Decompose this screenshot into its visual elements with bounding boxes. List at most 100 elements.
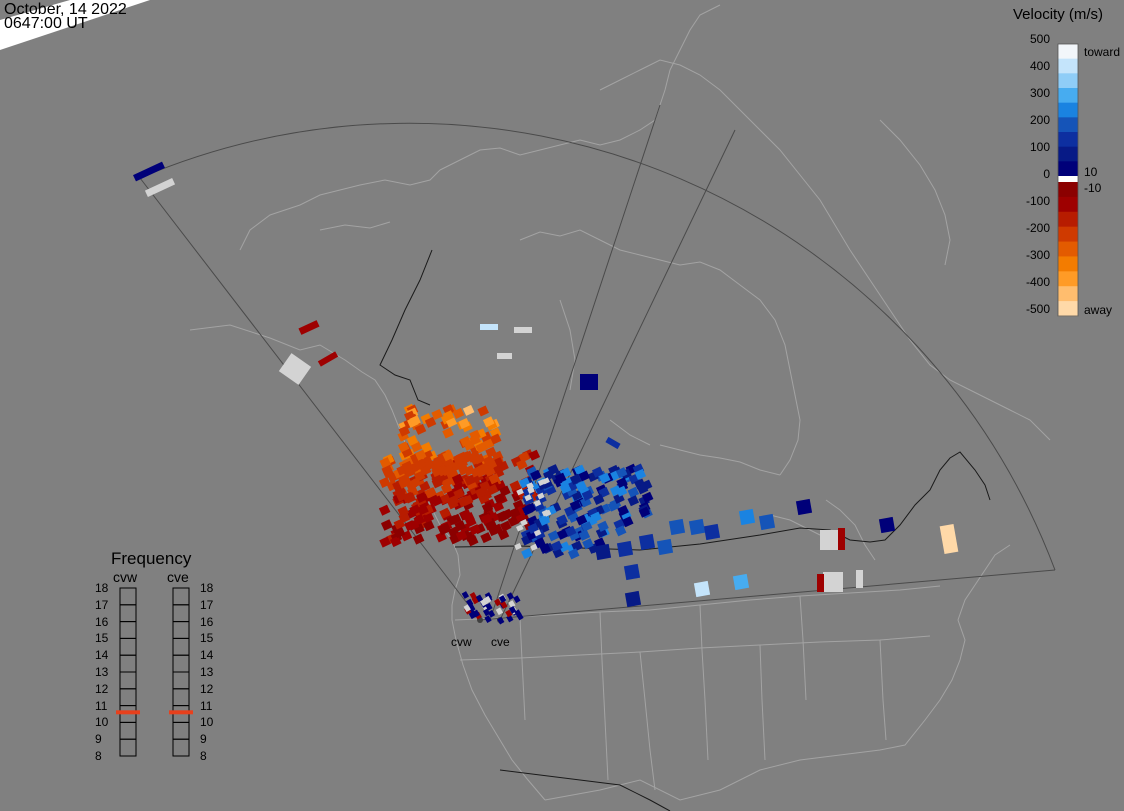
velocity-cell — [594, 543, 612, 561]
colorbar-swatch — [1058, 286, 1078, 302]
colorbar-swatch — [1058, 226, 1078, 243]
colorbar-swatch — [1058, 182, 1078, 198]
velocity-cell — [530, 469, 542, 481]
velocity-cell — [491, 523, 503, 535]
velocity-cell — [623, 563, 641, 581]
frequency-bin — [119, 671, 137, 690]
frequency-bin — [119, 654, 137, 673]
velocity-cell — [509, 480, 522, 492]
velocity-cell — [317, 351, 339, 367]
velocity-cell — [485, 602, 493, 611]
velocity-cell — [440, 482, 453, 495]
velocity-cell — [466, 598, 474, 607]
velocity-cell — [398, 425, 411, 437]
velocity-cell — [538, 514, 551, 526]
colorbar-swatch — [1058, 256, 1078, 272]
velocity-cell — [451, 473, 464, 485]
velocity-cell — [474, 487, 487, 499]
velocity-cell — [431, 457, 444, 469]
coastlines — [189, 4, 1051, 801]
velocity-cell — [495, 607, 504, 616]
velocity-cell — [415, 491, 428, 503]
velocity-cell — [738, 508, 756, 526]
colorbar-swatch — [1058, 301, 1078, 317]
velocity-cell — [442, 410, 455, 422]
velocity-cell — [638, 533, 656, 551]
velocity-cell — [486, 484, 499, 496]
velocity-cell — [615, 485, 628, 497]
velocity-colorbar — [1057, 43, 1079, 317]
velocity-cell — [435, 531, 447, 543]
velocity-cell — [480, 532, 492, 544]
velocity-cell — [399, 475, 412, 487]
velocity-cell — [407, 519, 420, 531]
velocity-cell — [575, 480, 588, 492]
velocity-cell — [500, 601, 508, 609]
velocity-cell — [567, 548, 580, 560]
frequency-scale-freq-right: 15 — [200, 631, 214, 646]
velocity-cell — [505, 609, 513, 618]
velocity-cell — [515, 524, 524, 532]
velocity-cell — [817, 574, 824, 592]
velocity-cell — [298, 320, 320, 335]
velocity-cell — [575, 514, 588, 526]
velocity-cell — [465, 516, 477, 528]
frequency-scale-freq-left: 14 — [95, 648, 109, 663]
velocity-cell — [732, 573, 750, 591]
velocity-cell — [482, 416, 495, 428]
velocity-cell — [470, 453, 482, 466]
velocity-cell — [703, 523, 721, 541]
velocity-cell — [551, 540, 563, 552]
velocity-cell — [492, 500, 505, 512]
velocity-cell — [556, 514, 568, 526]
velocity-cell — [636, 483, 649, 495]
velocity-cell — [423, 520, 435, 532]
velocity-cell — [442, 450, 454, 462]
frequency-scale-freq-left: 13 — [95, 665, 109, 679]
velocity-cell — [514, 327, 532, 333]
velocity-cell — [537, 478, 546, 487]
map-corner-patch — [0, 0, 150, 50]
velocity-cell — [484, 615, 492, 623]
frequency-scale-freq-left: 16 — [95, 614, 109, 629]
colorbar-tick: 0 — [1043, 167, 1050, 181]
frequency-bin — [172, 604, 190, 623]
frequency-scale-freq-left: 10 — [95, 715, 109, 730]
velocity-cell — [452, 453, 465, 465]
velocity-cell — [569, 499, 582, 511]
velocity-cell — [477, 405, 489, 417]
frequency-scale-freq-right: 8 — [200, 749, 207, 763]
frequency-bin — [119, 738, 137, 757]
frequency-scale-freq-right: 11 — [200, 698, 213, 713]
colorbar-away-label: away — [1084, 303, 1113, 317]
velocity-cell — [442, 427, 454, 439]
frequency-scale-freq-left: 17 — [95, 597, 109, 612]
velocity-cell — [615, 467, 628, 479]
velocity-cell — [590, 511, 602, 523]
velocity-cell — [569, 473, 582, 485]
velocity-cell — [401, 460, 414, 472]
date-label: October, 14 2022 — [4, 1, 127, 18]
velocity-cell — [530, 543, 538, 551]
velocity-cell — [556, 528, 569, 540]
velocity-cell — [381, 519, 393, 531]
velocity-cell — [547, 464, 560, 476]
velocity-cell — [488, 473, 501, 485]
velocity-cell — [462, 404, 475, 416]
velocity-cell — [414, 459, 426, 471]
velocity-cell — [485, 446, 497, 458]
velocity-cell — [581, 489, 594, 501]
velocity-cell — [479, 598, 488, 607]
velocity-cell — [578, 529, 591, 541]
frequency-scale-freq-left: 11 — [95, 698, 108, 713]
velocity-cell — [489, 433, 502, 445]
velocity-cell — [397, 441, 410, 453]
velocity-cell — [409, 415, 421, 427]
velocity-cell — [441, 465, 453, 477]
velocity-cell — [580, 496, 592, 508]
velocity-cell — [582, 538, 594, 550]
frequency-scale-freq-left: 18 — [95, 581, 109, 595]
velocity-cell — [379, 476, 391, 488]
velocity-cell — [450, 513, 462, 525]
